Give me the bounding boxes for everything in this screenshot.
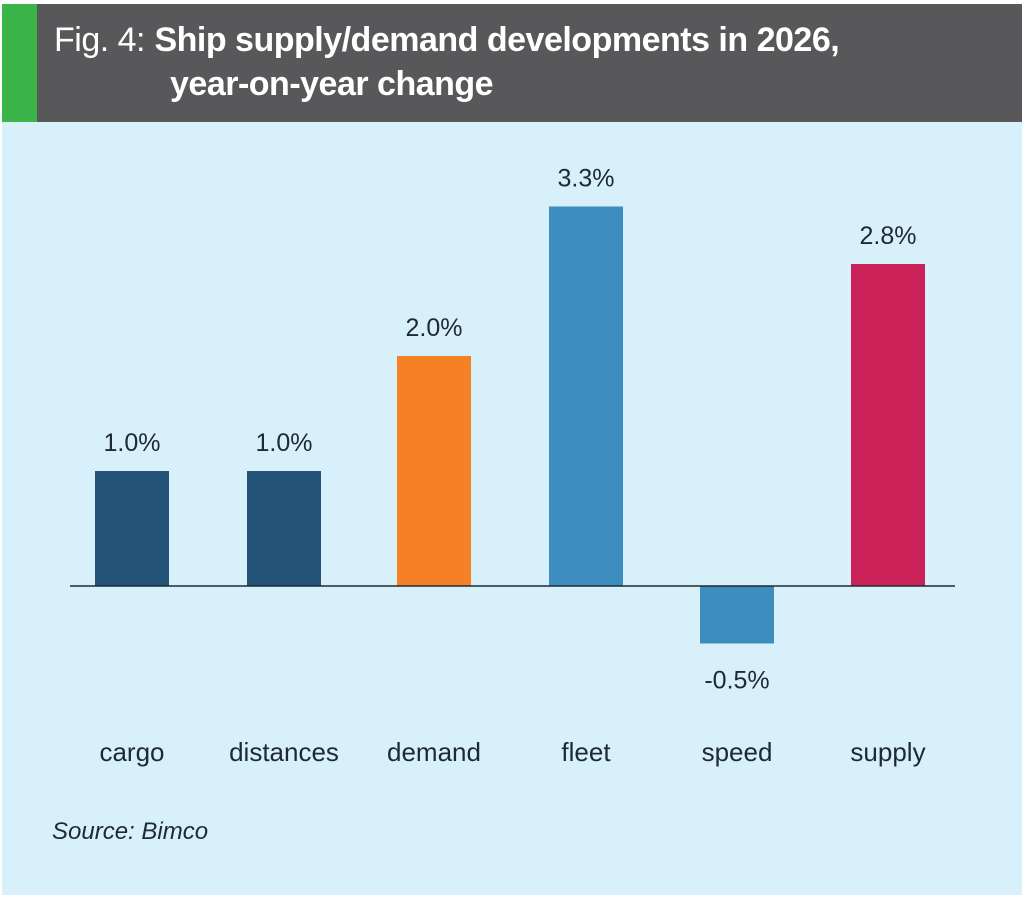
- value-label-distances: 1.0%: [256, 429, 313, 457]
- value-label-cargo: 1.0%: [104, 429, 161, 457]
- bar-cargo: [95, 471, 169, 586]
- category-labels-group: cargo distances demand fleet speed supply: [99, 737, 925, 767]
- value-label-speed: -0.5%: [704, 667, 769, 695]
- value-labels-group: 1.0% 1.0% 2.0% 3.3% -0.5% 2.8%: [104, 165, 917, 695]
- category-label-fleet: fleet: [561, 737, 611, 767]
- source-note: Source: Bimco: [52, 818, 209, 845]
- category-label-cargo: cargo: [99, 737, 164, 767]
- title-line-1: Ship supply/demand developments in 2026,: [154, 21, 840, 59]
- chart-header: Fig. 4: Ship supply/demand developments …: [2, 4, 1022, 122]
- bar-supply: [851, 264, 925, 586]
- figure-number: Fig. 4:: [54, 21, 145, 59]
- bars-group: [95, 206, 925, 644]
- chart-title: Fig. 4: Ship supply/demand developments …: [54, 18, 840, 106]
- title-line-2: year-on-year change: [170, 65, 494, 103]
- bar-demand: [397, 356, 471, 586]
- category-label-demand: demand: [387, 737, 481, 767]
- value-label-demand: 2.0%: [406, 314, 463, 342]
- category-label-speed: speed: [702, 737, 773, 767]
- bar-speed: [700, 586, 774, 644]
- bar-fleet: [549, 206, 623, 586]
- category-label-distances: distances: [229, 737, 339, 767]
- accent-stripe: [2, 4, 37, 122]
- bar-distances: [247, 471, 321, 586]
- category-label-supply: supply: [850, 737, 925, 767]
- value-label-fleet: 3.3%: [558, 165, 615, 193]
- value-label-supply: 2.8%: [860, 222, 917, 250]
